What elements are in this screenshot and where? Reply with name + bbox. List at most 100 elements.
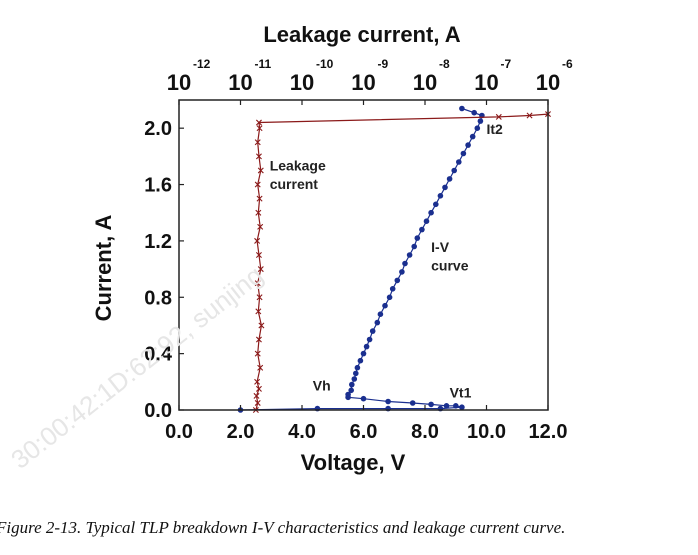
iv-point	[451, 167, 458, 174]
leakage-point	[255, 308, 262, 315]
leakage-point	[257, 364, 264, 371]
iv-point	[456, 159, 462, 165]
x2-tick-base: 10	[228, 70, 252, 95]
iv-point	[419, 226, 425, 233]
iv-point	[406, 252, 413, 258]
iv-point	[385, 398, 391, 405]
x2-tick-base: 10	[536, 70, 560, 95]
annotation-label: current	[270, 176, 319, 192]
y-tick-label: 0.8	[144, 287, 172, 309]
leakage-point	[256, 125, 263, 132]
annotation-label: It2	[487, 121, 504, 137]
leakage-point	[257, 266, 264, 273]
iv-point	[453, 403, 459, 409]
leakage-point	[257, 167, 264, 174]
leakage-point	[256, 195, 263, 202]
left-axis-ticks: 0.0 0.4 0.8 1.2 1.6 2.0	[144, 118, 184, 422]
x-tick-label: 2.0	[227, 421, 255, 443]
iv-point	[386, 294, 393, 301]
leakage-point	[253, 392, 260, 399]
iv-point	[360, 350, 367, 357]
chart-annotations: Leakage current I-V curve Vh Vt1 It2	[270, 121, 503, 401]
iv-point	[433, 201, 439, 208]
leakage-point	[526, 112, 533, 119]
iv-point	[437, 193, 444, 199]
leakage-point	[254, 280, 261, 287]
iv-point	[377, 311, 384, 318]
x-tick-label: 12.0	[529, 421, 568, 443]
plot-frame	[178, 99, 549, 411]
iv-point	[369, 328, 376, 334]
leakage-point	[254, 139, 261, 146]
iv-point	[349, 381, 355, 388]
y-tick-label: 0.0	[144, 400, 172, 422]
leakage-point	[255, 209, 262, 216]
iv-point	[428, 209, 434, 216]
iv-point	[442, 184, 448, 191]
x2-tick-exponent: -7	[501, 57, 512, 71]
iv-point	[459, 105, 465, 112]
iv-point	[382, 302, 388, 309]
annotation-label: I-V	[431, 239, 450, 255]
annotation-label: curve	[431, 258, 469, 274]
iv-point	[443, 403, 450, 409]
leakage-point	[255, 119, 262, 126]
x2-tick-exponent: -10	[316, 57, 334, 71]
y-tick-label: 1.6	[144, 175, 172, 197]
iv-point	[348, 387, 355, 394]
x-axis-title: Voltage, V	[301, 450, 406, 475]
iv-point	[465, 142, 471, 148]
leakage-point	[257, 223, 264, 230]
iv-point	[459, 404, 465, 411]
iv-point	[363, 343, 370, 350]
x2-tick-base: 10	[290, 70, 314, 95]
y-tick-label: 1.2	[144, 231, 172, 253]
leakage-point	[255, 153, 262, 160]
iv-point	[471, 109, 478, 116]
iv-point	[477, 118, 484, 124]
x2-tick-base: 10	[351, 70, 375, 95]
iv-point	[357, 357, 364, 364]
x2-tick-base: 10	[474, 70, 498, 95]
iv-point	[353, 370, 359, 377]
x2-tick-base: 10	[167, 70, 191, 95]
x2-tick-exponent: -9	[378, 57, 389, 71]
iv-point	[351, 376, 358, 382]
iv-point	[366, 336, 373, 343]
x-tick-label: 4.0	[288, 421, 316, 443]
leakage-point	[254, 237, 261, 244]
leakage-point	[255, 385, 262, 392]
x-tick-label: 0.0	[165, 421, 193, 443]
iv-point	[374, 319, 381, 326]
x-tick-label: 10.0	[467, 421, 506, 443]
iv-point	[414, 235, 421, 241]
leakage-point	[254, 399, 261, 406]
y-tick-label: 2.0	[144, 118, 172, 140]
figure-caption: Figure 2-13. Typical TLP breakdown I-V c…	[0, 518, 566, 537]
iv-point	[399, 269, 405, 275]
x-tick-label: 6.0	[350, 421, 378, 443]
annotation-label: Vt1	[450, 384, 472, 400]
x2-tick-exponent: -12	[193, 57, 211, 71]
x2-tick-exponent: -8	[439, 57, 450, 71]
x2-tick-exponent: -11	[255, 57, 272, 71]
iv-point	[394, 277, 401, 284]
leakage-point	[258, 322, 265, 329]
iv-point	[411, 243, 418, 250]
x-tick-label: 8.0	[411, 421, 439, 443]
leakage-point	[256, 294, 263, 301]
annotation-label: Vh	[313, 377, 331, 393]
bottom-axis-ticks: 0.0 2.0 4.0 6.0 8.0 10.0 12.0	[165, 405, 567, 443]
leakage-point	[255, 252, 262, 258]
iv-point	[409, 400, 416, 406]
iv-point	[389, 286, 396, 292]
iv-point	[460, 150, 467, 157]
annotation-label: Leakage	[270, 157, 326, 173]
leakage-point	[254, 350, 261, 357]
y-axis-title: Current, A	[91, 215, 116, 322]
leakage-point	[255, 336, 262, 343]
iv-point	[423, 218, 430, 224]
y-tick-label: 0.4	[144, 344, 173, 366]
